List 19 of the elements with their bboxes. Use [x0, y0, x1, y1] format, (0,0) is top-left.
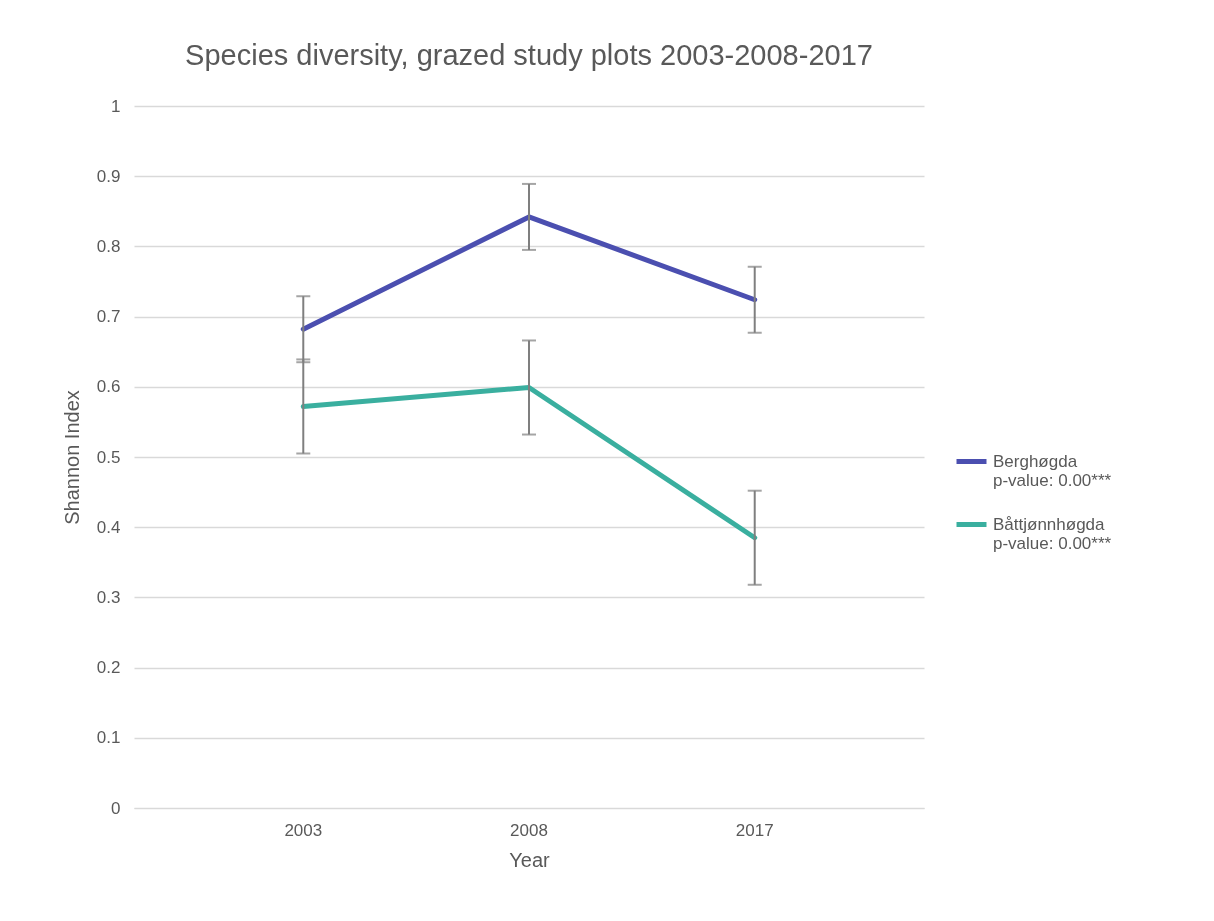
y-tick-label: 0.9 — [96, 166, 121, 186]
y-tick-label: 0.6 — [96, 377, 121, 397]
y-tick-label: 0.2 — [96, 658, 121, 678]
legend-label: Båttjønnhøgda p-value: 0.00*** — [993, 514, 1112, 553]
y-tick-label: 0 — [111, 798, 121, 818]
x-tick-label: 2003 — [284, 820, 323, 840]
y-tick-label: 0.7 — [96, 307, 121, 327]
y-tick-label: 1 — [111, 96, 121, 116]
legend-label: Berghøgda p-value: 0.00*** — [993, 451, 1112, 490]
y-tick-label: 0.5 — [96, 447, 121, 467]
x-axis-title: Year — [509, 848, 551, 871]
x-tick-label: 2017 — [735, 820, 774, 840]
y-tick-label: 0.8 — [96, 236, 121, 256]
chart-title: Species diversity, grazed study plots 2003-2008-2017 — [185, 39, 873, 71]
x-tick-label: 2008 — [510, 820, 548, 840]
y-tick-label: 0.3 — [96, 587, 121, 607]
y-axis-title: Shannon Index — [60, 390, 83, 525]
y-tick-label: 0.1 — [96, 728, 121, 748]
y-tick-label: 0.4 — [96, 517, 121, 537]
